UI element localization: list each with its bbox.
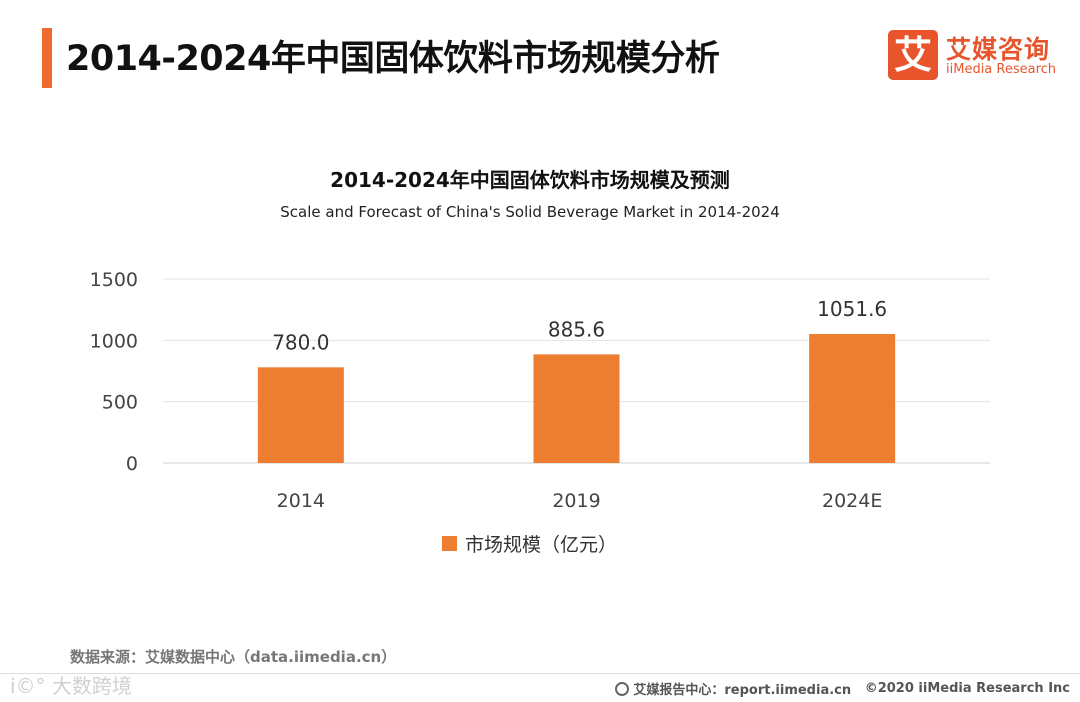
x-tick-label: 2024E (822, 490, 882, 512)
x-tick-label: 2019 (552, 490, 600, 512)
footer: 艾媒报告中心：report.iimedia.cn ©2020 iiMedia R… (615, 679, 1070, 698)
logo-name-cn: 艾媒咨询 (946, 35, 1051, 64)
watermark: i©° 大数跨境 (10, 674, 132, 698)
data-label: 780.0 (272, 330, 329, 354)
brand-logo: 艾 艾媒咨询 iiMedia Research (888, 30, 1068, 82)
data-label: 1051.6 (817, 297, 887, 321)
legend-label: 市场规模（亿元） (465, 534, 618, 556)
data-source: 数据来源：艾媒数据中心（data.iimedia.cn） (70, 648, 397, 666)
bar (257, 367, 344, 463)
data-label: 885.6 (548, 317, 605, 341)
chart-legend: 市场规模（亿元） (442, 530, 617, 556)
footer-divider (0, 673, 1080, 674)
title-accent-bar (42, 28, 52, 88)
logo-name-en: iiMedia Research (946, 62, 1057, 77)
legend-swatch (442, 536, 457, 551)
y-tick-label: 500 (102, 392, 138, 414)
y-tick-label: 0 (126, 453, 138, 475)
page-title: 2014-2024年中国固体饮料市场规模分析 (66, 39, 720, 79)
y-tick-label: 1500 (90, 269, 138, 291)
bar (809, 334, 896, 463)
logo-mark-icon: 艾 (888, 30, 938, 80)
y-tick-label: 1000 (90, 330, 138, 352)
bar (533, 354, 620, 463)
chart-title: 2014-2024年中国固体饮料市场规模及预测 (330, 168, 730, 192)
chart-subtitle: Scale and Forecast of China's Solid Beve… (280, 203, 780, 221)
footer-report-center: 艾媒报告中心：report.iimedia.cn (633, 683, 852, 698)
globe-icon (615, 681, 630, 696)
x-tick-label: 2014 (277, 490, 325, 512)
footer-copyright: ©2020 iiMedia Research Inc (864, 681, 1070, 696)
